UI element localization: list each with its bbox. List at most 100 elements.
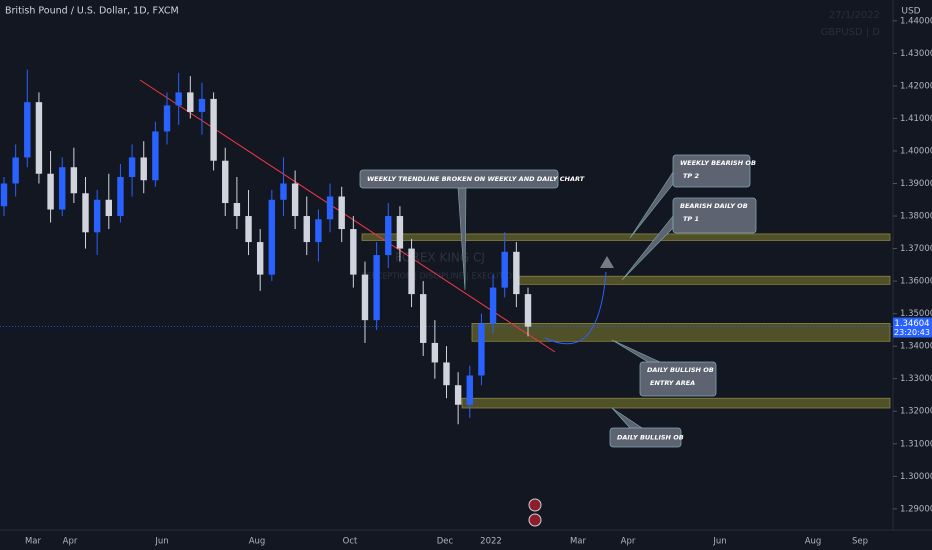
price-label-text: 1.34604 — [894, 319, 929, 329]
countdown: 23:20:43 — [894, 328, 930, 337]
candle-body — [408, 248, 415, 295]
candle-body — [140, 157, 147, 181]
y-tick-label: 1.41000 — [900, 114, 932, 124]
callout-box — [639, 361, 717, 397]
callout-text: TP 2 — [683, 172, 699, 180]
candle-body — [222, 160, 229, 204]
candle-body — [443, 362, 450, 386]
candle-body — [82, 193, 89, 233]
callout-text: DAILY BULLISH OB — [647, 366, 714, 374]
candle-body — [315, 219, 322, 243]
y-tick-label: 1.32000 — [900, 407, 932, 417]
order-block-zone — [461, 397, 891, 409]
x-tick-label: Jun — [712, 537, 726, 547]
candle-body — [326, 196, 334, 220]
candle-body — [117, 176, 124, 217]
candle-body — [105, 199, 113, 217]
watermark: PERCEPTION | DISCIPLINE | EXECUTION — [362, 272, 518, 281]
candle-body — [385, 216, 392, 256]
candle-body — [513, 251, 520, 295]
candle-body — [268, 199, 276, 275]
y-tick-label: 1.29000 — [900, 504, 932, 514]
candle-body — [163, 105, 171, 132]
order-block-zone — [471, 323, 891, 342]
candle-body — [24, 102, 31, 158]
candle-body — [431, 342, 439, 363]
watermark: GBPUSD | D — [821, 27, 881, 38]
y-tick-label: 1.37000 — [900, 244, 932, 254]
chart-title: British Pound / U.S. Dollar, 1D, FXCM — [5, 6, 179, 17]
y-tick-label: 1.33000 — [900, 374, 932, 384]
candle-body — [128, 157, 136, 177]
candle-body — [245, 216, 252, 243]
callout-text: DAILY BULLISH OB — [617, 434, 684, 442]
trendline — [139, 79, 556, 353]
callout-text: WEEKLY TRENDLINE BROKEN ON WEEKLY AND DA… — [367, 175, 585, 183]
candle-body — [35, 102, 43, 174]
x-tick-label: Mar — [570, 537, 587, 547]
candle-body — [361, 274, 369, 321]
candle-body — [256, 242, 264, 275]
y-tick-label: 1.39000 — [900, 179, 932, 189]
y-tick-label: 1.31000 — [900, 439, 932, 449]
y-tick-label: 1.43000 — [900, 49, 932, 59]
y-tick-label: 1.38000 — [900, 212, 932, 222]
candle-body — [466, 375, 473, 405]
x-tick-label: 2022 — [480, 537, 502, 547]
y-tick-label: 1.34000 — [900, 342, 932, 352]
x-tick-label: Apr — [63, 537, 78, 547]
callout-box — [672, 154, 751, 188]
callout-box — [672, 197, 757, 234]
callout-text: ENTRY AREA — [650, 379, 695, 387]
x-tick-label: Dec — [437, 537, 454, 547]
candle-body — [396, 216, 404, 249]
projection-curve — [544, 271, 607, 345]
candle-body — [501, 251, 508, 288]
y-tick-label: 1.40000 — [900, 146, 932, 156]
candle-body — [454, 385, 462, 405]
candle-body — [338, 196, 345, 230]
callout-box — [609, 427, 682, 448]
callout-text: TP 1 — [683, 215, 699, 223]
currency: USD — [901, 7, 920, 17]
candle-body — [524, 294, 532, 327]
callout-text: WEEKLY BEARISH OB — [680, 159, 756, 167]
candle-body — [47, 173, 54, 210]
projection-arrow — [600, 256, 614, 268]
candle-body — [0, 183, 8, 207]
x-tick-label: Oct — [343, 537, 358, 547]
price-label — [893, 317, 932, 338]
order-block-zone — [518, 275, 891, 285]
candle-body — [175, 92, 182, 106]
x-tick-label: Aug — [805, 537, 822, 547]
x-tick-label: Apr — [621, 537, 636, 547]
candle-body — [198, 98, 206, 112]
event-icon — [528, 513, 542, 527]
candle-body — [280, 183, 287, 200]
candle-body — [419, 294, 427, 343]
candle-body — [12, 157, 19, 184]
candle-body — [70, 167, 78, 194]
candle-body — [152, 131, 159, 181]
watermark: 27/1/2022 — [829, 10, 880, 21]
order-block-zone — [361, 233, 891, 241]
candle-body — [59, 167, 66, 210]
callout-box — [359, 169, 559, 189]
candle-body — [373, 255, 380, 321]
candle-body — [233, 203, 241, 217]
y-tick-label: 1.30000 — [900, 472, 932, 482]
y-tick-label: 1.36000 — [900, 277, 932, 287]
candle-body — [187, 92, 194, 112]
candle-body — [210, 98, 217, 161]
candle-body — [478, 323, 485, 376]
event-icon — [528, 498, 542, 512]
y-tick-label: 1.42000 — [900, 81, 932, 91]
candle-body — [291, 183, 299, 217]
y-tick-label: 1.44000 — [900, 16, 932, 26]
callout-text: BEARISH DAILY OB — [680, 202, 748, 210]
y-tick-label: 1.35000 — [900, 309, 932, 319]
x-tick-label: Mar — [25, 537, 42, 547]
candle-body — [93, 199, 101, 233]
x-tick-label: Aug — [249, 537, 266, 547]
